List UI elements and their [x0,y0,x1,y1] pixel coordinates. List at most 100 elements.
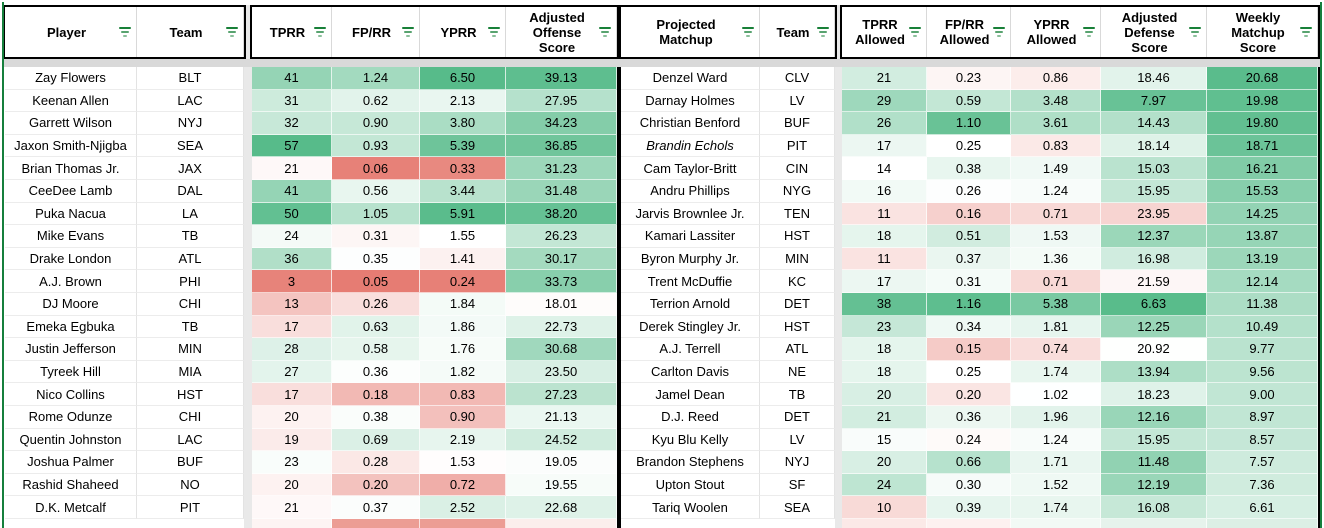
cell-yprr[interactable]: 0.24 [420,270,506,293]
cell-tprr_allowed[interactable]: 21 [842,67,927,90]
cell-adj_def[interactable]: 12.37 [1101,225,1207,248]
cell-tprr[interactable]: 41 [252,67,332,90]
cell-fprr_allowed[interactable]: 0.25 [927,360,1011,384]
cell-fprr[interactable]: 0.69 [332,428,420,452]
cell-team[interactable]: LA [137,202,244,226]
cell-fprr_allowed[interactable]: 0.20 [927,383,1011,406]
cell-team[interactable]: TEN [760,202,835,226]
cell-proj_matchup[interactable]: Darnay Holmes [621,89,760,113]
cell-yprr_allowed[interactable]: 3.61 [1011,112,1101,135]
filter-icon[interactable] [1300,27,1312,37]
cell-proj_matchup[interactable]: Jarvis Brownlee Jr. [621,202,760,226]
cell-yprr[interactable]: 5.39 [420,134,506,158]
cell-adj_def[interactable]: 18.14 [1101,134,1207,158]
cell-fprr[interactable]: 0.37 [332,496,420,519]
cell-adj_off[interactable]: 27.23 [506,383,617,406]
cell-team[interactable]: LAC [137,89,244,113]
cell-team[interactable]: SEA [137,134,244,158]
cell-fprr[interactable]: 0.18 [332,383,420,406]
cell-tprr_allowed[interactable]: 21 [842,406,927,429]
cell-tprr[interactable]: 24 [252,225,332,248]
cell-player[interactable]: A.J. Brown [5,270,137,293]
cell-fprr_allowed[interactable]: 0.25 [927,134,1011,158]
cell-proj_matchup[interactable]: D.J. Reed [621,406,760,429]
cell-team[interactable]: HST [760,315,835,339]
cell-tprr[interactable]: 28 [252,338,332,361]
cell-yprr[interactable]: 2.19 [420,428,506,452]
cell-weekly_matchup[interactable]: 13.19 [1207,247,1318,271]
cell-adj_def[interactable]: 14.43 [1101,112,1207,135]
cell-yprr[interactable]: 1.82 [420,360,506,384]
cell-tprr[interactable]: 36 [252,247,332,271]
cell-yprr_allowed[interactable]: 3.48 [1011,89,1101,113]
filter-icon[interactable] [817,27,829,37]
cell-team[interactable]: PHI [137,270,244,293]
cell-team[interactable]: NYJ [760,451,835,474]
column-header-fprr[interactable]: FP/RR [332,7,420,57]
cell-yprr[interactable]: 0.90 [420,406,506,429]
cell-team[interactable]: SEA [760,496,835,519]
cell-player[interactable]: Rashid Shaheed [5,473,137,497]
filter-icon[interactable] [993,27,1005,37]
cell-tprr_allowed[interactable]: 14 [842,157,927,180]
cell-adj_def[interactable]: 18.23 [1101,383,1207,406]
cell-team[interactable]: BLT [137,67,244,90]
cell-team[interactable]: LV [760,89,835,113]
cell-weekly_matchup[interactable]: 20.68 [1207,67,1318,90]
column-header-team[interactable]: Team [760,7,835,57]
cell-tprr_allowed[interactable]: 26 [842,112,927,135]
cell-team[interactable]: TB [760,383,835,406]
cell-fprr[interactable]: 1.24 [332,67,420,90]
column-header-team[interactable]: Team [137,7,244,57]
cell-team[interactable]: NYJ [137,112,244,135]
cell-yprr[interactable]: 0.72 [420,473,506,497]
cell-adj_off[interactable]: 21.13 [506,406,617,429]
cell-team[interactable]: NYG [760,180,835,203]
cell-fprr_allowed[interactable]: 0.34 [927,315,1011,339]
cell-team[interactable]: HST [760,225,835,248]
cell-adj_off[interactable]: 30.68 [506,338,617,361]
cell-yprr_allowed[interactable]: 1.36 [1011,247,1101,271]
cell-tprr[interactable]: 17 [252,383,332,406]
cell-yprr[interactable]: 0.83 [420,383,506,406]
cell-weekly_matchup[interactable]: 8.97 [1207,406,1318,429]
cell-yprr_allowed[interactable]: 1.81 [1011,315,1101,339]
cell-fprr_allowed[interactable]: 0.26 [927,180,1011,203]
cell-team[interactable]: PIT [137,496,244,519]
cell-adj_def[interactable]: 18.46 [1101,67,1207,90]
cell-fprr_allowed[interactable]: 0.37 [927,247,1011,271]
cell-adj_def[interactable]: 16.98 [1101,247,1207,271]
cell-yprr[interactable]: 3.80 [420,112,506,135]
cell-weekly_matchup[interactable]: 7.57 [1207,451,1318,474]
cell-player[interactable]: Keenan Allen [5,89,137,113]
cell-adj_off[interactable]: 19.05 [506,451,617,474]
cell-adj_def[interactable]: 15.95 [1101,180,1207,203]
cell-fprr[interactable]: 0.62 [332,89,420,113]
cell-weekly_matchup[interactable]: 19.98 [1207,89,1318,113]
cell-tprr_allowed[interactable]: 23 [842,315,927,339]
cell-adj_off[interactable]: 31.48 [506,180,617,203]
cell-tprr_allowed[interactable]: 18 [842,338,927,361]
cell-fprr_allowed[interactable]: 0.39 [927,496,1011,519]
cell-weekly_matchup[interactable]: 9.77 [1207,338,1318,361]
cell-tprr[interactable]: 17 [252,315,332,339]
cell-proj_matchup[interactable]: Brandon Stephens [621,451,760,474]
cell-weekly_matchup[interactable]: 7.36 [1207,473,1318,497]
filter-icon[interactable] [1189,27,1201,37]
cell-team[interactable]: DET [760,406,835,429]
cell-proj_matchup[interactable]: Upton Stout [621,473,760,497]
cell-tprr_allowed[interactable]: 15 [842,428,927,452]
cell-tprr_allowed[interactable]: 10 [842,496,927,519]
cell-yprr_allowed[interactable]: 1.96 [1011,406,1101,429]
cell-proj_matchup[interactable]: Derek Stingley Jr. [621,315,760,339]
cell-fprr_allowed[interactable]: 1.10 [927,112,1011,135]
filter-icon[interactable] [742,27,754,37]
cell-team[interactable]: TB [137,315,244,339]
column-header-yprr[interactable]: YPRR [420,7,506,57]
cell-player[interactable]: Puka Nacua [5,202,137,226]
cell-yprr_allowed[interactable]: 1.24 [1011,428,1101,452]
cell-yprr[interactable]: 5.91 [420,202,506,226]
cell-fprr[interactable]: 0.35 [332,247,420,271]
cell-team[interactable]: CHI [137,293,244,316]
cell-yprr[interactable]: 1.84 [420,293,506,316]
